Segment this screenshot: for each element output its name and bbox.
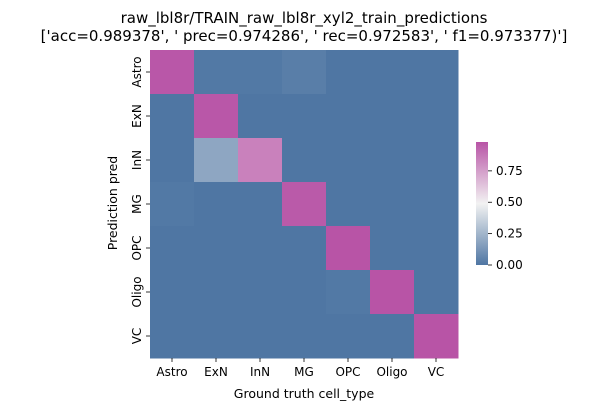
- heatmap-cell-Astro-OPC: [326, 50, 371, 95]
- heatmap-cell-OPC-ExN: [194, 226, 239, 271]
- heatmap-cells: [150, 50, 459, 359]
- chart-title-line1: raw_lbl8r/TRAIN_raw_lbl8r_xyl2_train_pre…: [121, 9, 488, 28]
- heatmap-cell-ExN-Astro: [150, 94, 195, 139]
- x-tick-label-InN: InN: [250, 365, 270, 379]
- heatmap-cell-InN-VC: [414, 138, 459, 183]
- heatmap-cell-OPC-InN: [238, 226, 283, 271]
- colorbar-ticks: 0.00 0.25 0.50 0.75: [488, 164, 523, 272]
- x-axis-label: Ground truth cell_type: [234, 386, 375, 401]
- heatmap-cell-Oligo-Astro: [150, 270, 195, 315]
- heatmap-cell-VC-OPC: [326, 314, 371, 359]
- heatmap-cell-InN-Oligo: [370, 138, 415, 183]
- heatmap-cell-VC-VC: [414, 314, 459, 359]
- colorbar-tick-label: 0.50: [496, 195, 523, 209]
- heatmap-cell-ExN-OPC: [326, 94, 371, 139]
- heatmap-cell-InN-Astro: [150, 138, 195, 183]
- colorbar-tick-label: 0.25: [496, 227, 523, 241]
- heatmap-cell-OPC-Astro: [150, 226, 195, 271]
- heatmap-cell-ExN-Oligo: [370, 94, 415, 139]
- heatmap-cell-MG-Oligo: [370, 182, 415, 227]
- heatmap-cell-MG-MG: [282, 182, 327, 227]
- heatmap-cell-MG-OPC: [326, 182, 371, 227]
- heatmap-cell-Oligo-Oligo: [370, 270, 415, 315]
- heatmap-cell-Astro-MG: [282, 50, 327, 95]
- x-tick-label-Astro: Astro: [156, 365, 187, 379]
- x-tick-label-MG: MG: [294, 365, 314, 379]
- heatmap-cell-MG-VC: [414, 182, 459, 227]
- y-tick-label-Oligo: Oligo: [130, 276, 144, 307]
- heatmap-cell-ExN-InN: [238, 94, 283, 139]
- x-tick-label-VC: VC: [428, 365, 445, 379]
- heatmap-cell-ExN-MG: [282, 94, 327, 139]
- heatmap-cell-Oligo-VC: [414, 270, 459, 315]
- y-tick-label-ExN: ExN: [130, 104, 144, 128]
- heatmap-cell-VC-ExN: [194, 314, 239, 359]
- y-tick-label-MG: MG: [130, 194, 144, 214]
- heatmap-cell-Oligo-OPC: [326, 270, 371, 315]
- heatmap-cell-OPC-OPC: [326, 226, 371, 271]
- x-tick-label-Oligo: Oligo: [376, 365, 407, 379]
- y-tick-label-VC: VC: [130, 328, 144, 345]
- heatmap-cell-MG-InN: [238, 182, 283, 227]
- heatmap-cell-ExN-ExN: [194, 94, 239, 139]
- heatmap-cell-Oligo-ExN: [194, 270, 239, 315]
- heatmap-cell-VC-Astro: [150, 314, 195, 359]
- heatmap-cell-OPC-VC: [414, 226, 459, 271]
- heatmap-cell-ExN-VC: [414, 94, 459, 139]
- heatmap-cell-OPC-MG: [282, 226, 327, 271]
- y-axis-label: Prediction pred: [105, 156, 120, 251]
- heatmap-cell-Oligo-MG: [282, 270, 327, 315]
- y-tick-label-Astro: Astro: [130, 56, 144, 87]
- y-tick-label-InN: InN: [130, 150, 144, 170]
- heatmap-cell-InN-MG: [282, 138, 327, 183]
- heatmap-cell-Astro-Astro: [150, 50, 195, 95]
- heatmap-cell-InN-InN: [238, 138, 283, 183]
- chart-title-line2: ['acc=0.989378', ' prec=0.974286', ' rec…: [41, 27, 568, 45]
- colorbar-tick-label: 0.00: [496, 258, 523, 272]
- heatmap-cell-Astro-ExN: [194, 50, 239, 95]
- y-tick-labels: Astro ExN InN MG OPC Oligo VC: [130, 56, 150, 344]
- colorbar: [476, 142, 488, 265]
- heatmap-cell-Oligo-InN: [238, 270, 283, 315]
- heatmap-cell-VC-Oligo: [370, 314, 415, 359]
- y-tick-label-OPC: OPC: [130, 235, 144, 260]
- heatmap-cell-InN-ExN: [194, 138, 239, 183]
- colorbar-tick-label: 0.75: [496, 164, 523, 178]
- heatmap-cell-VC-MG: [282, 314, 327, 359]
- heatmap-cell-MG-ExN: [194, 182, 239, 227]
- x-tick-label-ExN: ExN: [204, 365, 228, 379]
- heatmap-cell-InN-OPC: [326, 138, 371, 183]
- heatmap-cell-MG-Astro: [150, 182, 195, 227]
- heatmap-cell-Astro-VC: [414, 50, 459, 95]
- x-tick-label-OPC: OPC: [335, 365, 360, 379]
- heatmap-cell-Astro-InN: [238, 50, 283, 95]
- heatmap-cell-VC-InN: [238, 314, 283, 359]
- x-tick-labels: Astro ExN InN MG OPC Oligo VC: [156, 358, 444, 379]
- heatmap-cell-Astro-Oligo: [370, 50, 415, 95]
- heatmap-cell-OPC-Oligo: [370, 226, 415, 271]
